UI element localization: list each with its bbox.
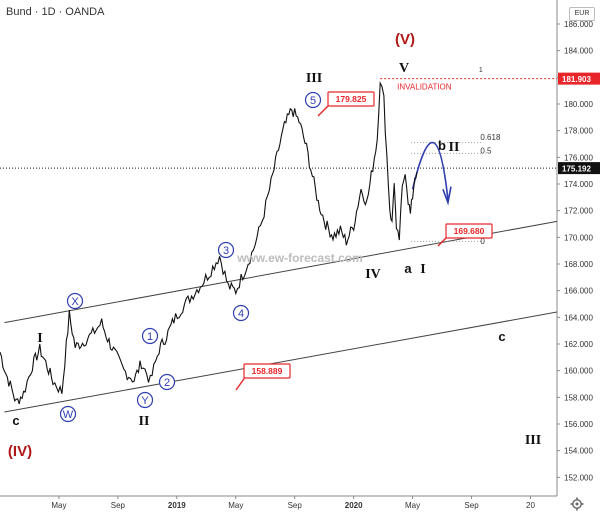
symbol-title: Bund · 1D · OANDA [6, 6, 105, 18]
wave-label-V: V [399, 61, 409, 76]
wave-circle-Y-circle [136, 391, 154, 409]
x-tick-label: Sep [464, 501, 479, 510]
callout-169680-box [445, 223, 493, 239]
wave-label-II-new: II [449, 140, 460, 155]
wave-circle-3-circle [217, 241, 235, 259]
x-tick-label: 2020 [345, 501, 363, 510]
fib-1-label: 1 [479, 67, 483, 74]
wave-circle-2: 2 [164, 377, 170, 389]
wave-label-IV-big: (IV) [8, 443, 32, 460]
current-price-badge: 175.192 [562, 165, 591, 174]
x-tick-label: Sep [111, 501, 126, 510]
callout-179825: 179.825 [336, 94, 367, 104]
wave-label-II: II [139, 414, 150, 429]
fib-0-label: 0 [480, 237, 485, 246]
wave-circle-1: 1 [147, 331, 153, 343]
y-tick-label: 180.000 [564, 100, 593, 109]
wave-circle-W-circle [59, 405, 77, 423]
wave-label-V-big: (V) [395, 31, 415, 48]
wave-circle-1-circle [141, 327, 159, 345]
wave-circle-5-circle [304, 91, 322, 109]
currency-badge[interactable]: EUR [569, 7, 595, 21]
channel-lower-line [4, 311, 558, 413]
wave-circle-3: 3 [223, 245, 229, 257]
watermark: www.ew-forecast.com [236, 251, 363, 265]
y-tick-label: 158.000 [564, 393, 593, 402]
high-price-badge-bg [558, 72, 600, 85]
wave-circle-4: 4 [238, 308, 244, 320]
price-series [0, 81, 418, 405]
high-price-badge: 181.903 [562, 75, 591, 84]
y-tick-label: 168.000 [564, 260, 593, 269]
y-tick-label: 170.000 [564, 233, 593, 242]
wave-label-c-low: c [12, 413, 19, 428]
y-tick-label: 164.000 [564, 313, 593, 322]
wave-circle-X: X [71, 296, 79, 308]
wave-circle-W: W [63, 409, 74, 421]
callout-169680: 169.680 [454, 226, 485, 236]
y-tick-label: 166.000 [564, 287, 593, 296]
current-price-badge-bg [558, 162, 600, 175]
x-tick-label: 20 [526, 501, 535, 510]
wave-circle-Y: Y [141, 395, 149, 407]
projection-arrowhead [442, 186, 452, 206]
callout-158889: 158.889 [252, 366, 283, 376]
wave-circle-2-circle [158, 373, 176, 391]
y-tick-label: 178.000 [564, 127, 593, 136]
y-tick-label: 156.000 [564, 420, 593, 429]
y-tick-label: 160.000 [564, 367, 593, 376]
wave-label-c: c [498, 329, 505, 344]
wave-label-IV: IV [365, 267, 381, 282]
x-tick-label: Sep [288, 501, 303, 510]
wave-label-III: III [306, 71, 322, 86]
gear-icon[interactable] [570, 497, 584, 511]
y-tick-label: 172.000 [564, 207, 593, 216]
wave-label-I: I [37, 331, 42, 346]
wave-labels: 181.903 175.192 INVALIDATION 1 0.618 0.5 0 179.… [8, 31, 600, 460]
y-tick-label: 174.000 [564, 180, 593, 189]
callout-158889-box [243, 363, 291, 379]
wave-label-I-new: I [420, 262, 425, 277]
wave-circle-4-circle [232, 304, 250, 322]
wave-label-III-new: III [525, 433, 541, 448]
projection-arrow [411, 141, 449, 201]
wave-label-b: b [438, 138, 446, 153]
y-tick-label: 152.000 [564, 473, 593, 482]
wave-circle-X-circle [66, 292, 84, 310]
wave-label-a: a [404, 261, 412, 276]
x-tick-label: 2019 [168, 501, 186, 510]
wave-circle-5: 5 [310, 95, 316, 107]
x-tick-label: May [51, 501, 66, 510]
fib-05-label: 0.5 [480, 146, 492, 155]
x-tick-label: May [405, 501, 420, 510]
x-tick-label: May [228, 501, 243, 510]
y-tick-label: 176.000 [564, 153, 593, 162]
y-tick-label: 154.000 [564, 447, 593, 456]
invalidation-label: INVALIDATION [397, 82, 452, 91]
y-tick-label: 186.000 [564, 20, 593, 29]
callout-179825-box [327, 91, 375, 107]
price-line [0, 81, 418, 405]
y-tick-label: 184.000 [564, 47, 593, 56]
overlay-lines [0, 78, 558, 413]
y-tick-label: 162.000 [564, 340, 593, 349]
fib-0618-label: 0.618 [480, 133, 501, 142]
